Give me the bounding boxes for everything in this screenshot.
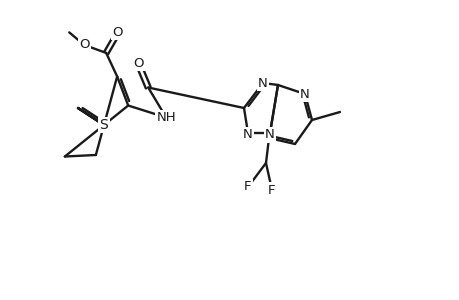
- Text: NH: NH: [156, 111, 176, 124]
- Text: F: F: [268, 184, 275, 196]
- Text: N: N: [299, 88, 309, 100]
- Text: O: O: [112, 26, 123, 39]
- Text: O: O: [133, 57, 143, 70]
- Text: N: N: [257, 76, 267, 89]
- Text: O: O: [79, 38, 89, 51]
- Text: F: F: [244, 181, 251, 194]
- Text: S: S: [100, 118, 108, 132]
- Text: N: N: [243, 128, 252, 142]
- Text: N: N: [264, 128, 274, 142]
